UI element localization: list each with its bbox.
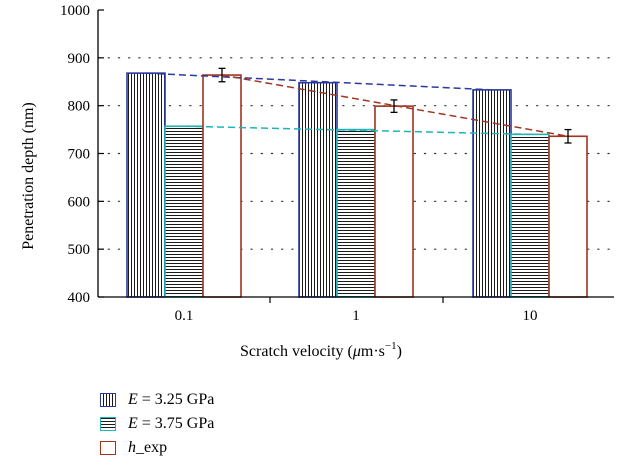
x-axis-title-sup: −1 xyxy=(385,340,397,352)
legend-label: E = 3.25 GPa xyxy=(128,391,215,408)
trend-line xyxy=(145,72,493,91)
y-tick-label: 500 xyxy=(68,242,91,258)
tick-labels: 400 500 600 700 800 900 1000 0.1 1 10 xyxy=(60,3,538,324)
x-tick-label: 10 xyxy=(523,308,538,324)
x-axis-title-unit: m·s xyxy=(361,343,385,360)
bar xyxy=(298,81,338,298)
error-bars xyxy=(218,67,572,144)
legend-swatch-horizontal-hatch xyxy=(100,417,116,431)
y-tick-label: 400 xyxy=(68,290,91,306)
bar xyxy=(164,125,204,298)
bar xyxy=(510,133,550,298)
y-tick-label: 800 xyxy=(68,99,91,115)
bar xyxy=(202,74,242,298)
x-axis-title: Scratch velocity (μm·s−1) xyxy=(240,340,402,360)
bar xyxy=(374,105,414,298)
bar xyxy=(548,135,588,298)
bar xyxy=(126,72,166,298)
x-tick-label: 1 xyxy=(352,308,360,324)
y-tick-label: 600 xyxy=(68,194,91,210)
legend-item-e325: E = 3.25 GPa xyxy=(100,388,214,412)
y-tick-label: 900 xyxy=(68,51,91,67)
x-axis-title-main: Scratch velocity ( xyxy=(240,343,353,360)
trend-line xyxy=(221,74,569,138)
bar xyxy=(336,128,376,298)
legend-swatch-vertical-hatch xyxy=(100,393,116,407)
legend: E = 3.25 GPa E = 3.75 GPa h_exp xyxy=(100,388,214,460)
bar xyxy=(472,89,512,298)
legend-swatch-empty xyxy=(100,441,116,455)
y-tick-label: 700 xyxy=(68,147,91,163)
trend-lines xyxy=(145,72,569,138)
legend-label: h_exp xyxy=(128,439,168,456)
trend-line xyxy=(183,125,531,136)
y-axis-title: Penetration depth (nm) xyxy=(20,102,37,250)
legend-item-e375: E = 3.75 GPa xyxy=(100,412,214,436)
x-axis-title-mu: μ xyxy=(352,343,361,360)
x-tick-label: 0.1 xyxy=(175,308,194,324)
y-tick-label: 1000 xyxy=(60,3,90,19)
axes xyxy=(97,9,614,303)
legend-label: E = 3.75 GPa xyxy=(128,415,215,432)
legend-item-h-exp: h_exp xyxy=(100,436,214,460)
bars xyxy=(126,72,588,298)
x-axis-title-close: ) xyxy=(397,343,402,360)
